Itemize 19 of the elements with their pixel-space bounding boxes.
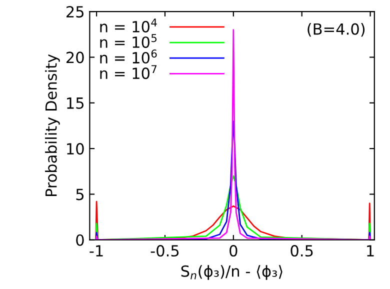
- x-axis-title: S$_{n}$(ϕ₃)/n - ⟨ϕ₃⟩: [181, 265, 282, 280]
- x-tick-label: -1: [90, 245, 103, 256]
- y-tick-label: 25: [66, 6, 84, 18]
- y-tick-label: 10: [67, 143, 84, 155]
- y-tick-label: 15: [67, 98, 84, 109]
- x-tick-label: 0: [230, 245, 238, 257]
- y-tick-label: 5: [76, 188, 84, 200]
- legend-label: n = 10$^{5}$: [100, 34, 157, 48]
- x-tick-label: -0.5: [150, 245, 179, 257]
- x-tick-label: 1: [367, 245, 374, 256]
- legend-label: n = 10$^{4}$: [100, 18, 157, 32]
- y-tick-label: 0: [76, 234, 84, 246]
- legend-label: n = 10$^{7}$: [100, 65, 157, 80]
- line-series: [95, 175, 371, 240]
- x-tick-label: 0.5: [290, 245, 313, 257]
- y-tick-label: 20: [66, 52, 84, 64]
- legend-label: n = 10$^{6}$: [100, 50, 157, 64]
- annotation: (B=4.0): [308, 22, 365, 37]
- y-axis-title: Probability Density: [45, 54, 60, 196]
